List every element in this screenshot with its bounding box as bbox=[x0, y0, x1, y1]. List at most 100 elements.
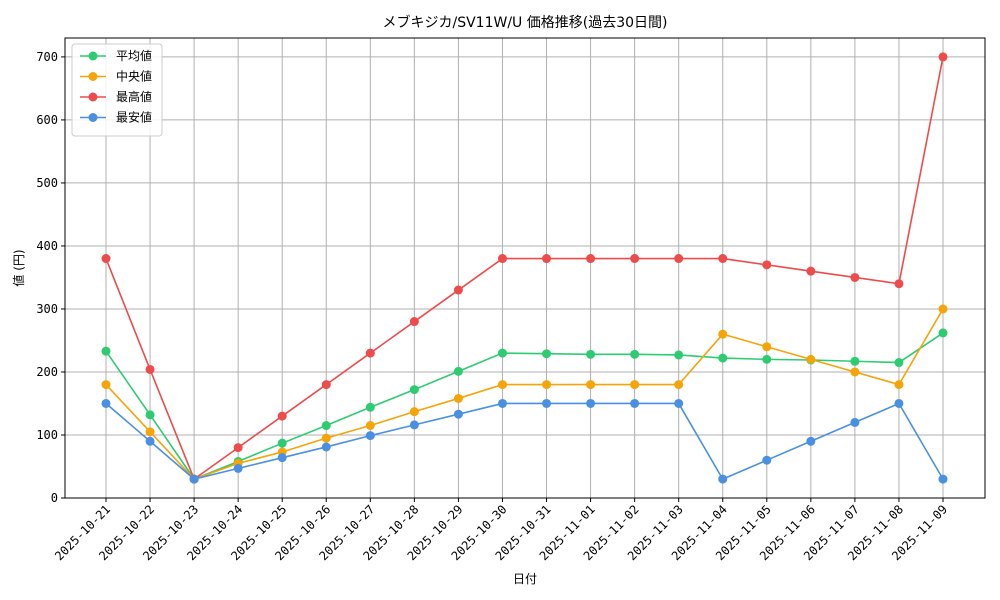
legend-label: 最安値 bbox=[116, 110, 152, 125]
data-point bbox=[409, 420, 419, 430]
data-point bbox=[938, 328, 948, 338]
data-point bbox=[938, 52, 948, 62]
series-2 bbox=[101, 52, 948, 484]
y-tick-label: 400 bbox=[36, 239, 58, 253]
legend-label: 最高値 bbox=[116, 89, 152, 104]
data-point bbox=[586, 254, 596, 264]
data-point bbox=[630, 398, 640, 408]
data-point bbox=[233, 443, 243, 453]
y-tick-label: 100 bbox=[36, 428, 58, 442]
legend-label: 中央値 bbox=[116, 69, 152, 84]
series-1 bbox=[101, 304, 948, 484]
data-point bbox=[321, 380, 331, 390]
data-point bbox=[850, 356, 860, 366]
legend-item: 中央値 bbox=[80, 69, 152, 84]
data-point bbox=[277, 411, 287, 421]
data-point bbox=[321, 421, 331, 431]
data-point bbox=[718, 329, 728, 339]
grid-lines bbox=[65, 38, 985, 499]
data-point bbox=[850, 272, 860, 282]
data-point bbox=[277, 453, 287, 463]
data-point bbox=[365, 431, 375, 441]
series-3 bbox=[101, 398, 948, 484]
legend-swatch-marker bbox=[88, 92, 98, 102]
data-point bbox=[806, 354, 816, 364]
y-axis-title: 値 (円) bbox=[11, 249, 26, 286]
y-tick-label: 700 bbox=[36, 50, 58, 64]
series-lines bbox=[101, 52, 948, 484]
data-point bbox=[674, 350, 684, 360]
data-point bbox=[850, 367, 860, 377]
data-point bbox=[189, 474, 199, 484]
data-point bbox=[630, 254, 640, 264]
data-point bbox=[365, 348, 375, 358]
legend-swatch-marker bbox=[88, 72, 98, 81]
data-point bbox=[453, 366, 463, 376]
data-point bbox=[762, 342, 772, 352]
data-point bbox=[938, 304, 948, 314]
data-point bbox=[453, 285, 463, 295]
legend-item: 平均値 bbox=[80, 48, 152, 63]
data-point bbox=[542, 380, 552, 390]
data-point bbox=[674, 398, 684, 408]
data-point bbox=[806, 436, 816, 446]
data-point bbox=[101, 380, 111, 390]
data-point bbox=[542, 349, 552, 359]
series-line bbox=[105, 332, 944, 481]
data-point bbox=[409, 317, 419, 327]
data-point bbox=[497, 348, 507, 358]
data-point bbox=[586, 398, 596, 408]
plot-frame bbox=[64, 37, 986, 499]
data-point bbox=[409, 385, 419, 395]
data-point bbox=[145, 436, 155, 446]
legend-label: 平均値 bbox=[116, 48, 152, 63]
data-point bbox=[630, 349, 640, 359]
data-point bbox=[321, 433, 331, 443]
series-line bbox=[105, 56, 944, 481]
data-point bbox=[630, 380, 640, 390]
data-point bbox=[453, 409, 463, 419]
data-point bbox=[718, 474, 728, 484]
data-point bbox=[894, 380, 904, 390]
data-point bbox=[145, 364, 155, 374]
data-point bbox=[762, 354, 772, 364]
data-point bbox=[586, 380, 596, 390]
y-tick-label: 300 bbox=[36, 302, 58, 316]
legend-box bbox=[71, 43, 163, 137]
data-point bbox=[497, 398, 507, 408]
legend-item: 最安値 bbox=[80, 110, 152, 125]
legend-swatch-marker bbox=[88, 51, 98, 61]
data-point bbox=[277, 438, 287, 448]
data-point bbox=[145, 427, 155, 437]
data-point bbox=[762, 455, 772, 465]
y-tick-label: 0 bbox=[51, 491, 58, 505]
data-point bbox=[762, 260, 772, 270]
data-point bbox=[718, 353, 728, 363]
legend-swatch-marker bbox=[88, 113, 98, 122]
data-point bbox=[409, 407, 419, 417]
legend-item: 最高値 bbox=[80, 89, 152, 104]
series-line bbox=[105, 402, 944, 481]
data-point bbox=[674, 380, 684, 390]
series-line bbox=[105, 308, 944, 481]
chart-title: メブキジカ/SV11W/U 価格推移(過去30日間) bbox=[383, 14, 668, 31]
data-point bbox=[718, 254, 728, 264]
data-point bbox=[806, 266, 816, 276]
series-0 bbox=[101, 328, 948, 484]
data-point bbox=[938, 474, 948, 484]
data-point bbox=[497, 380, 507, 390]
data-point bbox=[101, 398, 111, 408]
data-point bbox=[894, 398, 904, 408]
y-tick-label: 600 bbox=[36, 113, 58, 127]
data-point bbox=[365, 421, 375, 431]
data-point bbox=[101, 346, 111, 356]
data-point bbox=[321, 442, 331, 452]
data-point bbox=[894, 358, 904, 368]
data-point bbox=[233, 463, 243, 473]
y-tick-label: 200 bbox=[36, 365, 58, 379]
data-point bbox=[850, 417, 860, 427]
data-point bbox=[497, 254, 507, 264]
